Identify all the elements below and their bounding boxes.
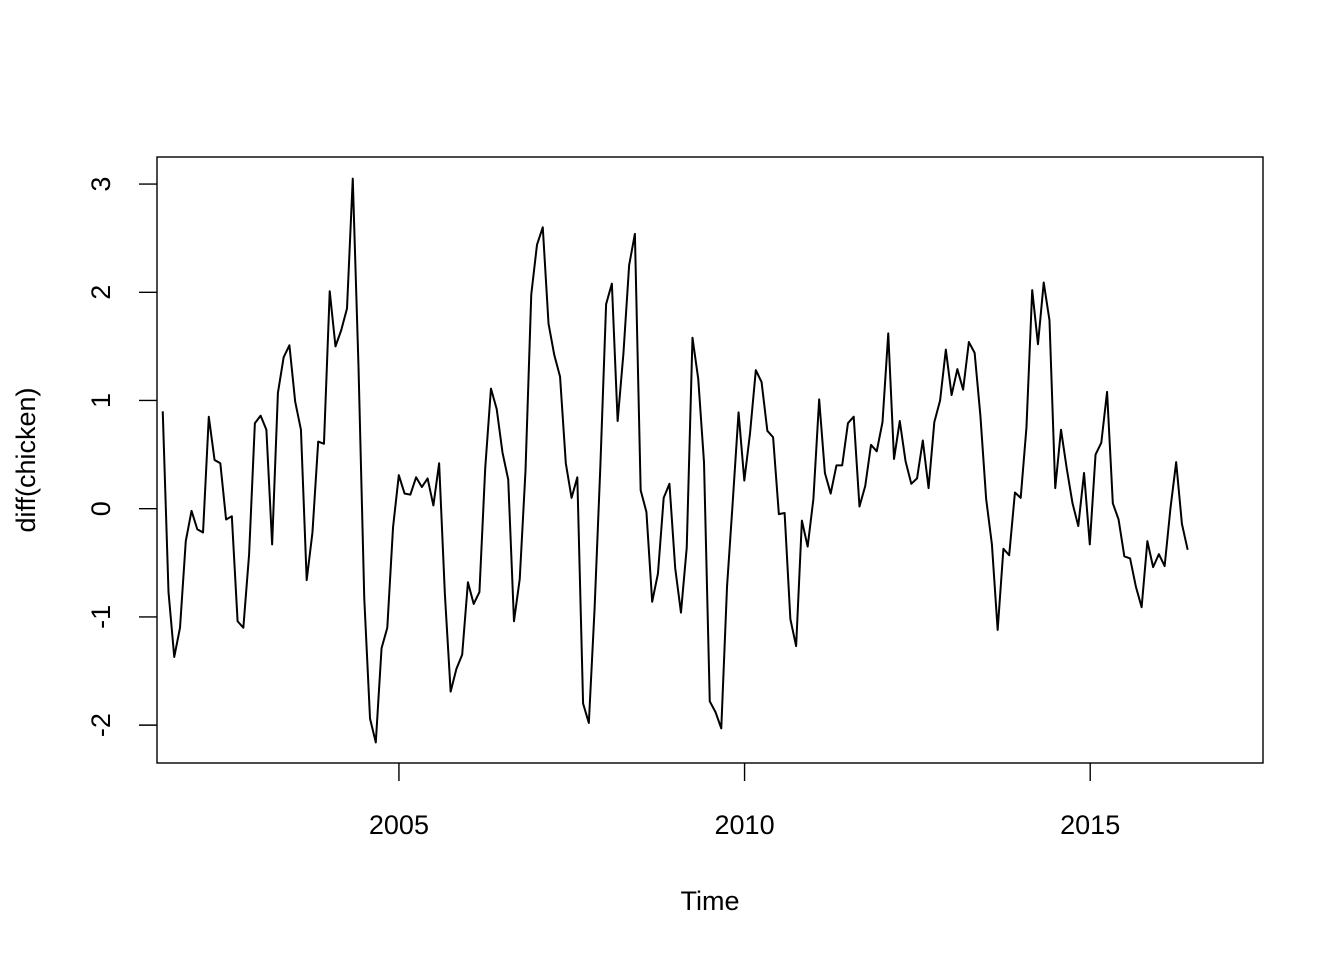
y-tick-label: 0: [86, 501, 116, 516]
x-tick-label: 2015: [1060, 810, 1120, 840]
y-axis-title: diff(chicken): [11, 387, 41, 532]
y-tick-label: -2: [86, 713, 116, 737]
y-tick-label: 1: [86, 393, 116, 408]
x-tick-label: 2010: [715, 810, 775, 840]
x-axis: 2005 2010 2015: [369, 763, 1120, 840]
y-tick-label: 2: [86, 285, 116, 300]
y-tick-label: -1: [86, 605, 116, 629]
y-tick-label: 3: [86, 177, 116, 192]
x-tick-label: 2005: [369, 810, 429, 840]
y-axis: -2 -1 0 1 2 3: [86, 177, 157, 737]
plot-frame: [156, 156, 1264, 764]
series-line: [161, 177, 1189, 744]
x-axis-title: Time: [681, 886, 740, 916]
